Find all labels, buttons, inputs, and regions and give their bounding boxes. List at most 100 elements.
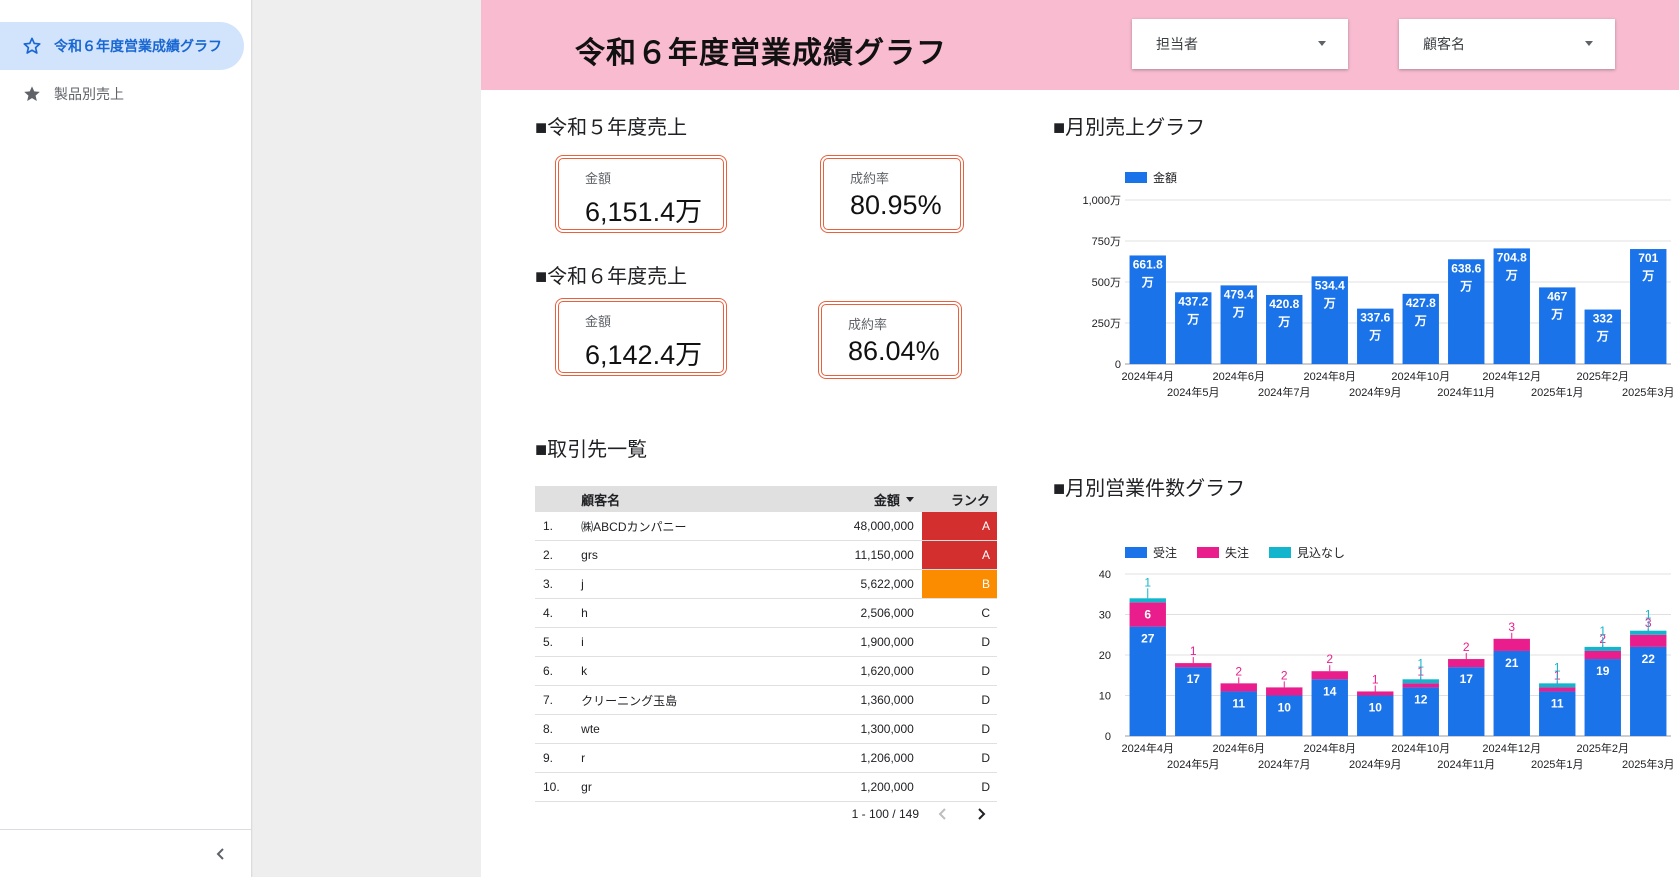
bar-segment: [1175, 663, 1212, 668]
amount-cell: 2,506,000: [860, 606, 914, 620]
bar: [1630, 249, 1667, 364]
table-row[interactable]: 8. wte 1,300,000 D: [535, 715, 997, 744]
filter-staff-dropdown[interactable]: 担当者: [1132, 19, 1348, 69]
bar-segment: [1584, 659, 1621, 736]
bar-value-label: 3: [1508, 620, 1515, 634]
bar-segment: [1357, 695, 1394, 736]
sidebar-item-product-sales[interactable]: 製品別売上: [0, 70, 124, 118]
bar-segment: [1493, 650, 1530, 736]
bar-value-label: 638.6: [1451, 261, 1481, 275]
bar-segment: [1129, 598, 1166, 603]
bar-segment: [1129, 626, 1166, 736]
caret-down-icon: [1585, 41, 1593, 46]
column-header-rank[interactable]: ランク: [950, 492, 990, 508]
scorecard-value: 6,142.4万: [585, 340, 703, 370]
legend-swatch: [1269, 547, 1291, 558]
bar-segment: [1266, 687, 1303, 696]
bar-value-label: 420.8: [1269, 297, 1299, 311]
bar-segment: [1539, 691, 1576, 736]
bar-value-label: 17: [1460, 672, 1474, 686]
row-index: 10.: [543, 780, 560, 794]
customer-name: r: [581, 751, 586, 765]
scorecard-label: 成約率: [850, 171, 890, 186]
x-tick-label: 2024年8月: [1303, 369, 1356, 383]
x-tick-label: 2024年9月: [1349, 757, 1402, 771]
amount-cell: 5,622,000: [860, 577, 914, 591]
bar-value-label: 1: [1599, 624, 1606, 638]
bar-segment: [1584, 650, 1621, 660]
rank-cell: C: [981, 606, 990, 620]
bar-value-label: 10: [1369, 701, 1383, 715]
amount-cell: 1,200,000: [860, 780, 914, 794]
table-header: 顧客名 金額 ランク: [535, 486, 997, 512]
bar-unit-label: 万: [1277, 315, 1290, 329]
star-icon: [22, 84, 42, 104]
chevron-left-icon[interactable]: [211, 844, 231, 864]
bar: [1584, 309, 1621, 364]
rank-cell: D: [981, 664, 990, 678]
bar-value-label: 427.8: [1406, 296, 1436, 310]
bar-segment: [1630, 646, 1667, 736]
bar-value-label: 19: [1596, 664, 1610, 678]
table-row[interactable]: 1. ㈱ABCDカンパニー 48,000,000 A: [535, 512, 997, 541]
bar-value-label: 467: [1547, 289, 1567, 303]
row-index: 9.: [543, 751, 554, 765]
x-tick-label: 2024年5月: [1167, 757, 1220, 771]
scorecard-label: 成約率: [848, 317, 888, 332]
bar-value-label: 17: [1187, 672, 1201, 686]
bar-segment: [1311, 671, 1348, 680]
x-tick-label: 2024年6月: [1212, 741, 1265, 755]
sidebar-item-sales-graph[interactable]: 令和６年度営業成績グラフ: [0, 22, 244, 70]
rank-cell: D: [981, 722, 990, 736]
y-tick-label: 500万: [1092, 277, 1121, 289]
bar-segment: [1175, 667, 1212, 736]
bar-value-label: 2: [1281, 668, 1288, 682]
rank-cell: A: [921, 541, 997, 569]
bar: [1311, 276, 1348, 364]
bar-value-label: 534.4: [1315, 278, 1345, 292]
bar-segment: [1630, 634, 1667, 647]
sort-desc-icon: [905, 496, 914, 502]
bar: [1129, 255, 1166, 364]
table-row[interactable]: 2. grs 11,150,000 A: [535, 541, 997, 570]
bar-segment: [1220, 683, 1257, 692]
bar-value-label: 21: [1505, 656, 1519, 670]
bar-value-label: 1: [1144, 575, 1151, 589]
table-row[interactable]: 7. クリーニング玉島 1,360,000 D: [535, 686, 997, 715]
chevron-right-icon[interactable]: [971, 804, 991, 824]
bar-segment: [1402, 687, 1439, 736]
x-tick-label: 2024年5月: [1167, 385, 1220, 399]
caret-down-icon: [1318, 41, 1326, 46]
column-header-name[interactable]: 顧客名: [581, 492, 621, 508]
r5-section-title: ■令和５年度売上: [535, 117, 688, 139]
table-row[interactable]: 3. j 5,622,000 B: [535, 570, 997, 599]
bar-unit-label: 万: [1368, 329, 1381, 343]
bar-value-label: 437.2: [1178, 294, 1208, 308]
x-tick-label: 2024年8月: [1303, 741, 1356, 755]
table-row[interactable]: 5. i 1,900,000 D: [535, 628, 997, 657]
legend-label: 金額: [1153, 170, 1177, 185]
bar-value-label: 11: [1232, 696, 1245, 710]
rank-cell: A: [921, 512, 997, 540]
bar-segment: [1402, 679, 1439, 684]
table-row[interactable]: 4. h 2,506,000 C: [535, 599, 997, 628]
customer-name: gr: [581, 780, 592, 794]
bar-unit-label: 万: [1550, 307, 1563, 321]
bar-segment: [1311, 679, 1348, 736]
filter-customer-dropdown[interactable]: 顧客名: [1399, 19, 1615, 69]
table-row[interactable]: 6. k 1,620,000 D: [535, 657, 997, 686]
bar-value-label: 1: [1554, 660, 1561, 674]
bar-unit-label: 万: [1459, 279, 1472, 293]
filter-label: 担当者: [1156, 36, 1198, 52]
column-header-amount[interactable]: 金額: [790, 490, 922, 509]
r6-rate-scorecard: 成約率 86.04%: [818, 301, 962, 379]
x-tick-label: 2024年4月: [1121, 369, 1174, 383]
bar-unit-label: 万: [1596, 330, 1609, 344]
table-row[interactable]: 9. r 1,206,000 D: [535, 744, 997, 773]
y-tick-label: 0: [1115, 359, 1121, 371]
table-row[interactable]: 10. gr 1,200,000 D: [535, 773, 997, 802]
x-tick-label: 2025年2月: [1576, 369, 1629, 383]
sidebar: 令和６年度営業成績グラフ 製品別売上: [0, 0, 252, 877]
y-tick-label: 40: [1099, 569, 1111, 581]
legend-swatch: [1125, 547, 1147, 558]
